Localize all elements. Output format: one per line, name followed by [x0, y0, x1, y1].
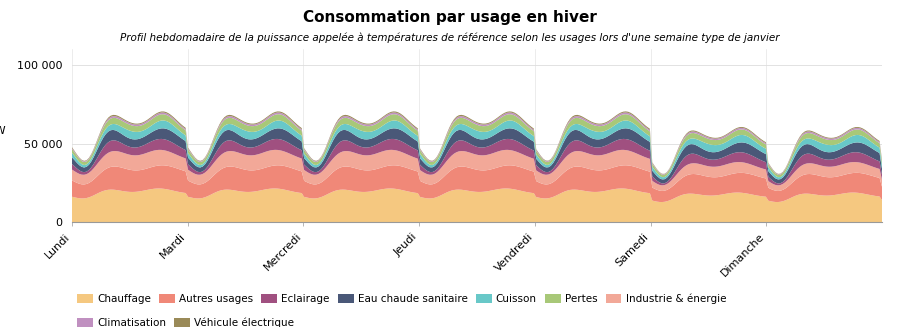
Legend: Climatisation, Véhicule électrique: Climatisation, Véhicule électrique — [77, 318, 294, 327]
Text: Consommation par usage en hiver: Consommation par usage en hiver — [303, 10, 597, 25]
Y-axis label: MW: MW — [0, 126, 6, 136]
Text: Profil hebdomadaire de la puissance appelée à températures de référence selon le: Profil hebdomadaire de la puissance appe… — [121, 33, 779, 43]
